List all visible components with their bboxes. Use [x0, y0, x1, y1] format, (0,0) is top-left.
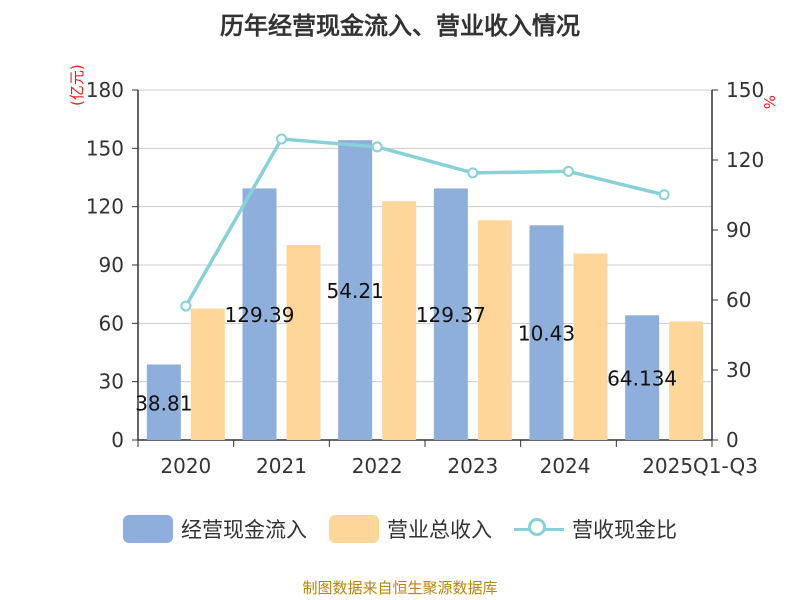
y-right-tick-label: 0: [726, 428, 739, 452]
line-cash-ratio: [184, 137, 665, 307]
x-tick-label: 2025Q1-Q3: [642, 454, 758, 478]
x-tick-label: 2020: [160, 454, 211, 478]
bar-revenue: [382, 201, 417, 440]
right-axis-unit: %: [760, 95, 778, 110]
x-tick-label: 2022: [352, 454, 403, 478]
data-label-cash-inflow: 38.81: [135, 391, 192, 415]
bar-revenue: [190, 308, 225, 440]
legend: 经营现金流入 营业总收入 营收现金比: [0, 514, 800, 544]
bar-revenue: [477, 220, 512, 440]
data-label-cash-inflow: 129.39: [225, 303, 295, 327]
y-left-tick-label: 0: [111, 428, 124, 452]
legend-label-cash-ratio: 营收现金比: [572, 518, 677, 542]
legend-label-cash-inflow: 经营现金流入: [181, 518, 307, 542]
data-label-cash-inflow: 129.37: [416, 303, 486, 327]
bar-cash-inflow: [625, 315, 660, 440]
y-left-tick-label: 150: [86, 136, 124, 160]
data-label-cash-inflow: 64.134: [607, 367, 677, 391]
data-label-cash-inflow: 54.21: [327, 279, 384, 303]
legend-swatch-revenue: [329, 515, 379, 543]
y-right-tick-label: 150: [726, 78, 764, 102]
y-right-tick-label: 120: [726, 148, 764, 172]
legend-swatch-cash-ratio: [514, 515, 564, 543]
legend-item-cash-inflow[interactable]: 经营现金流入: [123, 514, 307, 544]
data-label-cash-inflow: 10.43: [518, 322, 575, 346]
bar-cash-inflow: [146, 364, 181, 440]
bar-cash-inflow: [242, 188, 277, 440]
y-left-tick-label: 60: [99, 311, 124, 335]
bar-revenue: [669, 321, 704, 440]
legend-item-cash-ratio[interactable]: 营收现金比: [514, 514, 677, 544]
bar-revenue: [286, 244, 321, 440]
bar-cash-inflow: [433, 188, 468, 440]
y-left-tick-label: 120: [86, 195, 124, 219]
x-tick-label: 2021: [256, 454, 307, 478]
y-left-tick-label: 30: [99, 370, 124, 394]
left-axis-unit: (亿元): [68, 64, 86, 106]
y-right-tick-label: 90: [726, 218, 751, 242]
line-point-cash-ratio: [658, 189, 670, 201]
x-tick-label: 2023: [447, 454, 498, 478]
y-right-tick-label: 60: [726, 288, 751, 312]
legend-item-revenue[interactable]: 营业总收入: [329, 514, 492, 544]
y-left-tick-label: 90: [99, 253, 124, 277]
legend-label-revenue: 营业总收入: [387, 518, 492, 542]
y-right-tick-label: 30: [726, 358, 751, 382]
chart-title: 历年经营现金流入、营业收入情况: [220, 12, 580, 40]
line-point-cash-ratio: [563, 165, 574, 177]
y-left-tick-label: 180: [86, 78, 124, 102]
bar-cash-inflow: [338, 140, 373, 440]
line-point-cash-ratio: [276, 133, 287, 145]
data-source-note: 制图数据来自恒生聚源数据库: [302, 579, 498, 597]
line-point-cash-ratio: [371, 141, 383, 153]
line-point-cash-ratio: [467, 167, 479, 179]
bar-revenue: [573, 253, 608, 440]
line-point-cash-ratio: [180, 300, 192, 312]
bar-cash-inflow: [529, 225, 564, 440]
legend-swatch-cash-inflow: [123, 515, 173, 543]
x-tick-label: 2024: [540, 454, 591, 478]
